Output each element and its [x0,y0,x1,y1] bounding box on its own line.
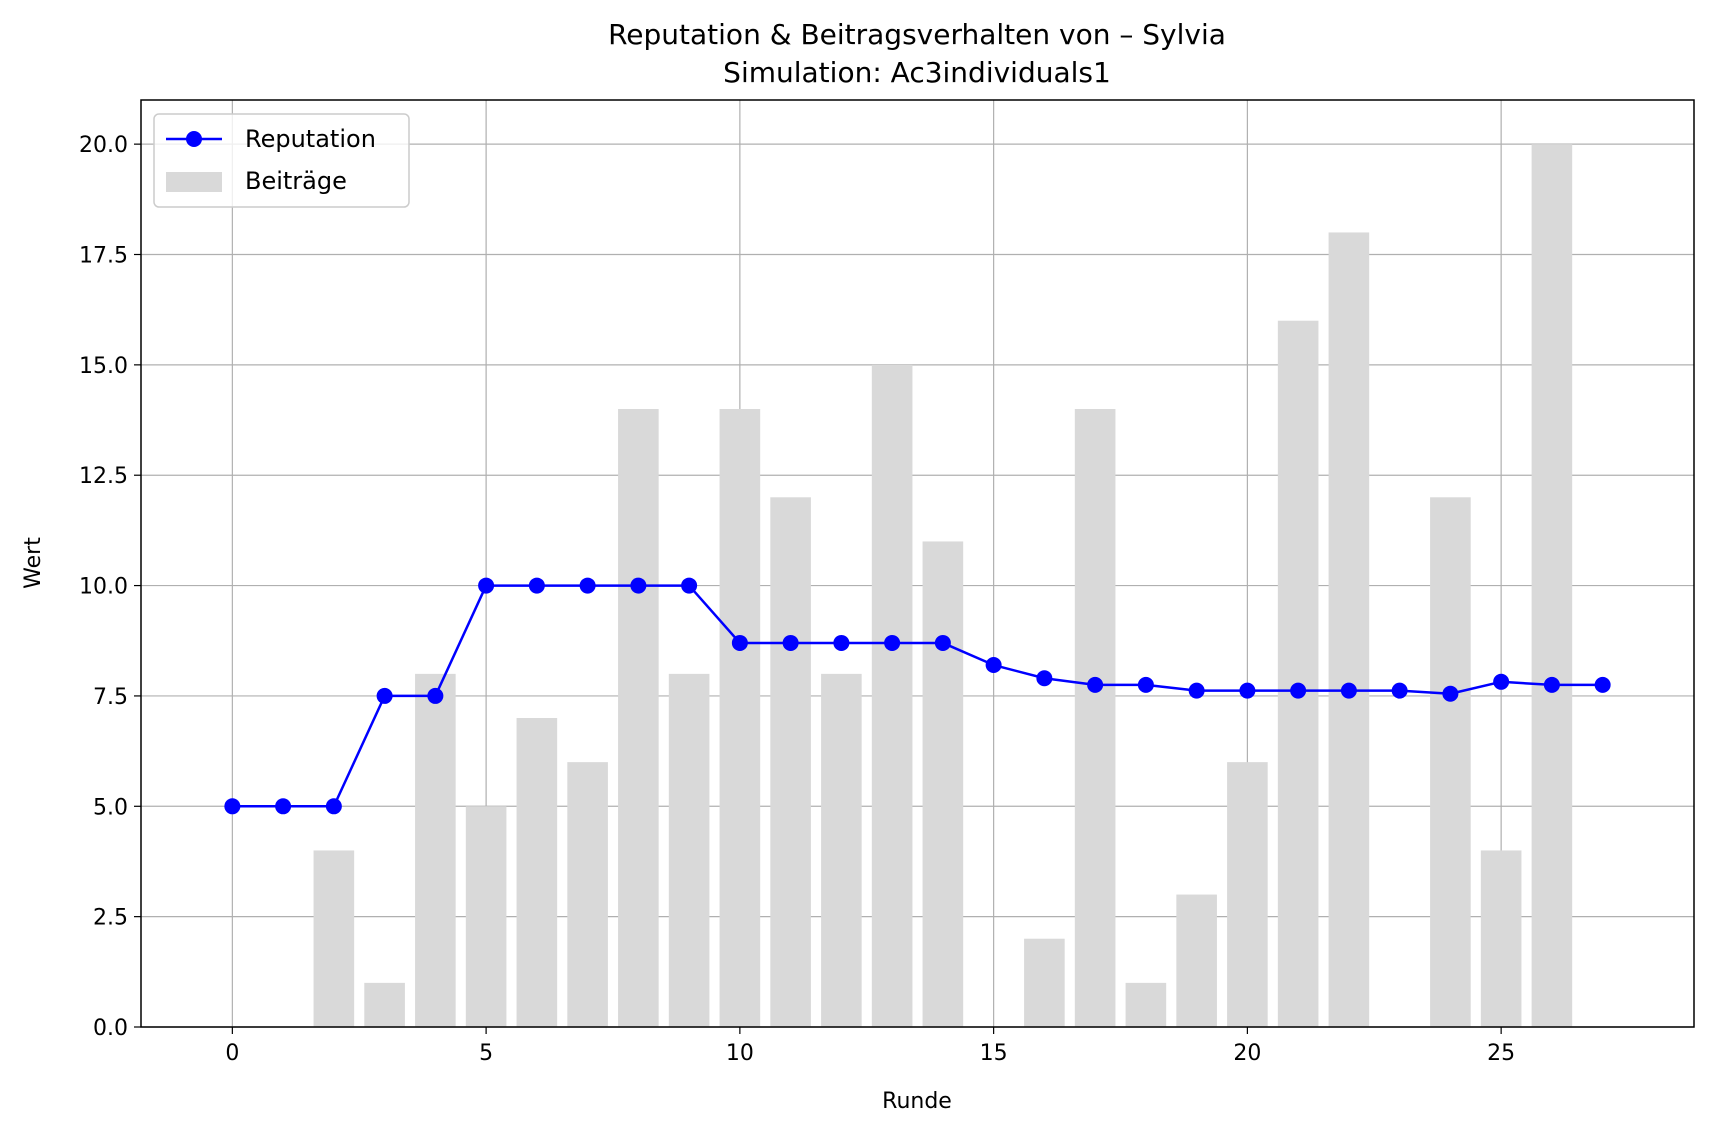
reputation-point [1391,682,1408,699]
y-tick-label: 20.0 [79,133,128,158]
reputation-point [1239,682,1256,699]
reputation-point [528,577,545,594]
axis-ticks: 0 5 10 15 20 25 0.0 2.5 5.0 7.5 10.0 12.5 15.0 17.5 20… [79,133,1515,1066]
reputation-point [1543,676,1560,693]
contribution-bar [516,718,558,1027]
legend-contributions-swatch [166,172,222,192]
reputation-point [681,577,698,594]
reputation-point [1137,676,1154,693]
reputation-point [579,577,596,594]
x-tick-label: 15 [980,1041,1008,1066]
contribution-bar [871,364,913,1027]
contribution-bar [668,673,710,1027]
contribution-bar [1328,232,1370,1027]
y-tick-label: 0.0 [93,1016,128,1041]
x-axis-label: Runde [882,1089,952,1114]
contribution-bar [618,409,659,1027]
reputation-point [1493,673,1510,690]
contribution-bar [415,673,456,1027]
reputation-point [731,634,748,651]
x-tick-label: 10 [726,1041,754,1066]
contribution-bar [1277,320,1319,1027]
reputation-point [325,798,342,815]
x-tick-label: 0 [225,1041,239,1066]
contribution-bar [821,673,862,1027]
y-tick-label: 2.5 [93,906,128,931]
reputation-point [1442,685,1459,702]
contribution-bar [1480,850,1522,1027]
x-tick-label: 5 [479,1041,493,1066]
legend: Reputation Beiträge [153,113,410,208]
contribution-bar [1227,762,1268,1027]
reputation-point [478,577,495,594]
reputation-point [884,634,901,651]
reputation-point [224,798,241,815]
legend-label-reputation: Reputation [245,125,376,153]
plot-area-frame [140,99,1695,1028]
y-tick-label: 15.0 [79,354,128,379]
x-tick-label: 25 [1487,1041,1515,1066]
reputation-point [985,657,1002,674]
contribution-bar [1125,982,1167,1027]
y-tick-label: 5.0 [93,795,128,820]
reputation-point [1340,682,1357,699]
reputation-point [1036,670,1053,687]
reputation-point [376,687,393,704]
reputation-point [1087,676,1104,693]
contribution-bar [1531,144,1573,1028]
chart-subtitle: Simulation: Ac3individuals1 [723,56,1111,89]
y-tick-label: 10.0 [79,575,128,600]
reputation-point [1594,676,1611,693]
chart-title: Reputation & Beitragsverhalten von – Syl… [608,18,1226,51]
contribution-bar [719,409,761,1027]
contribution-bar [567,762,608,1027]
legend-reputation-marker-swatch [186,131,202,147]
y-tick-label: 7.5 [93,685,128,710]
contribution-bar [364,982,405,1027]
contribution-bar [1176,894,1217,1027]
contribution-bar [1430,497,1471,1027]
reputation-point [782,634,799,651]
reputation-point [833,634,850,651]
contribution-bars [313,144,1573,1028]
contribution-bar [922,541,964,1027]
y-tick-label: 17.5 [79,244,128,269]
legend-label-contributions: Beiträge [245,167,347,195]
reputation-line-series [224,577,1611,815]
reputation-point [427,687,444,704]
reputation-line [232,584,1603,808]
y-tick-label: 12.5 [79,464,128,489]
x-tick-label: 20 [1233,1041,1261,1066]
reputation-point [275,798,292,815]
reputation-point [1188,682,1205,699]
contribution-bar [1024,938,1065,1027]
contribution-bar [313,850,355,1027]
contribution-bar [770,497,811,1027]
reputation-point [1290,682,1307,699]
contribution-bar [465,806,507,1027]
y-axis-label: Wert [21,537,46,589]
contribution-bar [1074,409,1116,1027]
reputation-point [934,634,951,651]
reputation-point [630,577,647,594]
